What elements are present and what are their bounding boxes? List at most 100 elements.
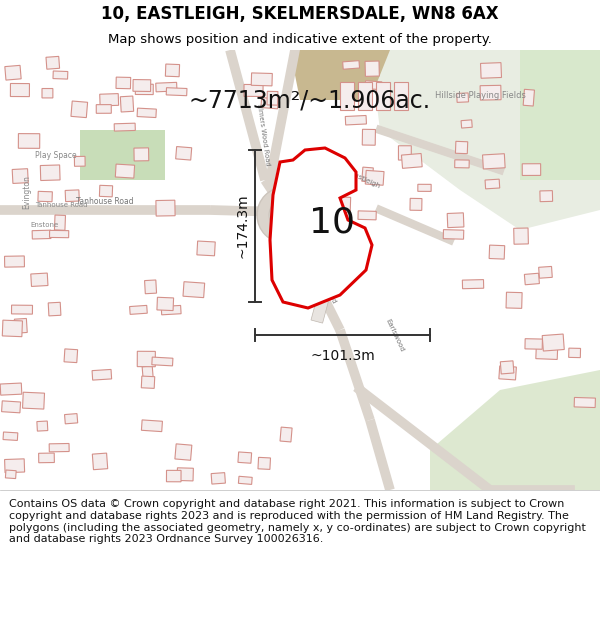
Bar — [305, 224, 322, 248]
Bar — [345, 116, 367, 125]
Bar — [14, 319, 27, 333]
Bar — [358, 82, 372, 110]
Bar — [65, 190, 79, 202]
Bar — [455, 141, 468, 154]
Bar — [116, 77, 131, 89]
Bar — [569, 348, 581, 358]
Text: 10, EASTLEIGH, SKELMERSDALE, WN8 6AX: 10, EASTLEIGH, SKELMERSDALE, WN8 6AX — [101, 5, 499, 23]
Bar — [309, 274, 326, 298]
Bar — [338, 197, 350, 212]
Bar — [489, 245, 505, 259]
Bar — [142, 420, 163, 432]
Bar — [166, 471, 181, 482]
Bar — [463, 279, 484, 289]
Bar — [134, 148, 149, 161]
Bar — [156, 200, 175, 216]
Bar — [176, 146, 192, 160]
Bar — [524, 273, 539, 285]
Bar — [514, 228, 529, 244]
Bar — [522, 164, 541, 176]
Bar — [183, 282, 205, 298]
Bar — [481, 62, 502, 78]
Bar — [5, 470, 16, 479]
Bar — [457, 93, 469, 103]
Bar — [121, 96, 134, 112]
Bar — [177, 468, 193, 481]
Text: Map shows position and indicative extent of the property.: Map shows position and indicative extent… — [108, 32, 492, 46]
Bar — [11, 305, 32, 314]
Text: ~101.3m: ~101.3m — [310, 349, 375, 363]
Bar — [540, 191, 553, 202]
Bar — [244, 84, 263, 96]
Bar — [523, 89, 535, 106]
Bar — [324, 157, 339, 172]
Bar — [362, 129, 376, 145]
Bar — [311, 299, 328, 323]
Bar — [365, 61, 379, 76]
Text: Tanhouse Road: Tanhouse Road — [308, 256, 338, 304]
Bar — [376, 82, 390, 110]
Bar — [142, 366, 154, 382]
Bar — [394, 82, 408, 110]
Bar — [365, 81, 382, 89]
Bar — [480, 85, 501, 100]
Text: Evington: Evington — [22, 175, 31, 209]
Bar — [398, 146, 411, 160]
Bar — [166, 88, 187, 96]
Bar — [48, 302, 61, 316]
Text: Tanhouse Road: Tanhouse Road — [35, 202, 88, 208]
Bar — [10, 84, 29, 97]
Bar — [280, 427, 292, 442]
Text: Contains OS data © Crown copyright and database right 2021. This information is : Contains OS data © Crown copyright and d… — [9, 499, 586, 544]
Bar — [358, 211, 376, 220]
Bar — [500, 361, 514, 374]
Bar — [141, 376, 155, 388]
Bar — [64, 349, 77, 362]
Bar — [542, 334, 564, 351]
Bar — [525, 339, 542, 349]
Bar — [71, 101, 88, 118]
Text: Elmers Wood Road: Elmers Wood Road — [256, 104, 271, 166]
Text: Earlswood: Earlswood — [385, 318, 405, 352]
Bar — [362, 167, 373, 182]
Bar — [401, 154, 422, 168]
Bar — [443, 229, 464, 239]
Polygon shape — [80, 130, 165, 180]
Bar — [137, 351, 155, 367]
Bar — [251, 73, 272, 86]
Bar — [307, 249, 324, 273]
Bar — [455, 160, 469, 168]
Bar — [161, 306, 181, 315]
Bar — [100, 185, 113, 197]
Bar — [136, 84, 153, 94]
Bar — [482, 154, 505, 169]
Bar — [166, 64, 179, 77]
Bar — [49, 444, 69, 452]
Bar — [130, 306, 147, 314]
Bar — [156, 82, 177, 92]
Bar — [38, 191, 52, 202]
Bar — [137, 108, 157, 118]
Text: Hillside Playing Fields: Hillside Playing Fields — [434, 91, 526, 99]
Bar — [145, 280, 157, 294]
Text: Play Space: Play Space — [35, 151, 77, 159]
Bar — [0, 383, 22, 395]
Bar — [31, 273, 48, 286]
Bar — [261, 98, 278, 109]
Bar — [485, 179, 500, 189]
Bar — [37, 421, 48, 431]
Bar — [506, 292, 522, 308]
Bar — [410, 198, 422, 211]
Bar — [133, 79, 151, 91]
Polygon shape — [370, 50, 600, 230]
Bar — [46, 56, 59, 69]
Bar — [3, 432, 18, 441]
Bar — [55, 215, 65, 230]
Circle shape — [269, 199, 301, 231]
Bar — [114, 123, 136, 131]
Text: ~7713m²/~1.906ac.: ~7713m²/~1.906ac. — [189, 88, 431, 112]
Polygon shape — [520, 50, 600, 180]
Bar — [19, 134, 40, 148]
Bar — [365, 171, 384, 185]
Bar — [197, 241, 215, 256]
